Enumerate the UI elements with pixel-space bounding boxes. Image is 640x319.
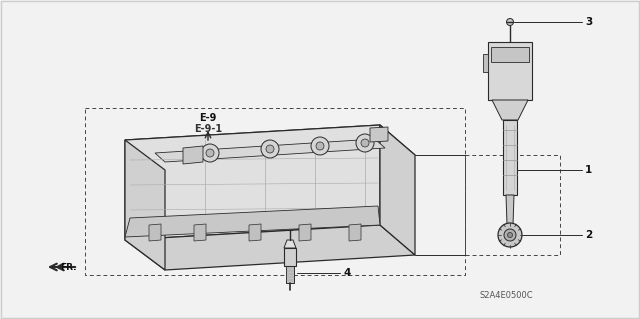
Polygon shape (125, 225, 415, 270)
Text: S2A4E0500C: S2A4E0500C (480, 291, 534, 300)
Text: E-9-1: E-9-1 (194, 124, 222, 134)
Text: 3: 3 (585, 17, 592, 27)
Circle shape (508, 233, 513, 238)
Polygon shape (125, 206, 380, 237)
Circle shape (498, 223, 522, 247)
Polygon shape (488, 42, 532, 100)
Circle shape (506, 19, 513, 26)
Polygon shape (125, 125, 380, 240)
Polygon shape (249, 224, 261, 241)
Circle shape (361, 139, 369, 147)
Polygon shape (155, 139, 385, 162)
Polygon shape (492, 100, 528, 120)
Polygon shape (149, 224, 161, 241)
Polygon shape (183, 146, 203, 164)
Circle shape (201, 144, 219, 162)
Text: FR.: FR. (60, 263, 77, 272)
Polygon shape (194, 224, 206, 241)
Polygon shape (483, 54, 488, 72)
Polygon shape (284, 248, 296, 266)
Circle shape (261, 140, 279, 158)
Circle shape (316, 142, 324, 150)
Polygon shape (370, 127, 388, 142)
Text: 1: 1 (585, 165, 592, 175)
Polygon shape (506, 195, 514, 225)
Polygon shape (491, 47, 529, 62)
Text: 2: 2 (585, 230, 592, 240)
Polygon shape (380, 125, 415, 255)
Text: E-9: E-9 (199, 113, 217, 123)
Polygon shape (286, 266, 294, 283)
Text: 4: 4 (343, 268, 350, 278)
Circle shape (266, 145, 274, 153)
Polygon shape (349, 224, 361, 241)
Polygon shape (299, 224, 311, 241)
Polygon shape (125, 140, 165, 270)
Polygon shape (503, 120, 517, 195)
Polygon shape (125, 125, 415, 170)
Circle shape (504, 229, 516, 241)
Circle shape (311, 137, 329, 155)
Circle shape (356, 134, 374, 152)
Polygon shape (284, 240, 296, 248)
Circle shape (206, 149, 214, 157)
